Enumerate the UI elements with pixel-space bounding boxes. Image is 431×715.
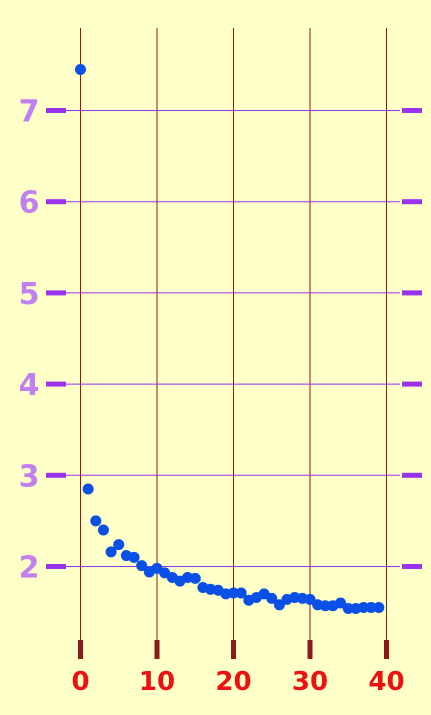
y-tick-mark-right: [402, 382, 422, 387]
y-tick-mark-left: [46, 382, 66, 387]
data-point: [373, 602, 384, 613]
x-tick-label: 40: [368, 667, 404, 697]
y-tick-label: 6: [19, 186, 40, 221]
y-tick-mark-left: [46, 199, 66, 204]
y-tick-mark-right: [402, 564, 422, 569]
y-tick-mark-left: [46, 290, 66, 295]
x-tick-label: 30: [292, 667, 328, 697]
y-tick-label: 3: [19, 459, 40, 494]
data-point: [83, 483, 94, 494]
y-tick-label: 2: [19, 551, 40, 586]
y-tick-mark-right: [402, 199, 422, 204]
x-tick-label: 0: [71, 667, 89, 697]
data-point: [190, 573, 201, 584]
data-point: [113, 539, 124, 550]
data-points: [75, 64, 384, 614]
x-tick-mark: [155, 640, 160, 659]
x-gridlines: [81, 28, 387, 640]
y-tick-mark-left: [46, 564, 66, 569]
x-tick-mark: [231, 640, 236, 659]
y-tick-mark-right: [402, 290, 422, 295]
x-tick-label: 10: [139, 667, 175, 697]
data-point: [90, 515, 101, 526]
x-tick-mark: [308, 640, 313, 659]
x-tick-label: 20: [215, 667, 251, 697]
data-point: [98, 525, 109, 536]
y-tick-label: 5: [19, 277, 40, 312]
y-axis-ticks: 2 3 4 5 6 7: [19, 95, 422, 586]
y-tick-label: 4: [19, 368, 40, 403]
x-axis-ticks: 0 10 20 30 40: [71, 640, 404, 697]
y-tick-mark-right: [402, 108, 422, 113]
y-tick-mark-left: [46, 108, 66, 113]
x-tick-mark: [78, 640, 83, 659]
data-point: [75, 64, 86, 75]
y-tick-mark-right: [402, 473, 422, 478]
data-point: [129, 552, 140, 563]
x-tick-mark: [384, 640, 389, 659]
y-tick-label: 7: [19, 95, 40, 130]
y-tick-mark-left: [46, 473, 66, 478]
